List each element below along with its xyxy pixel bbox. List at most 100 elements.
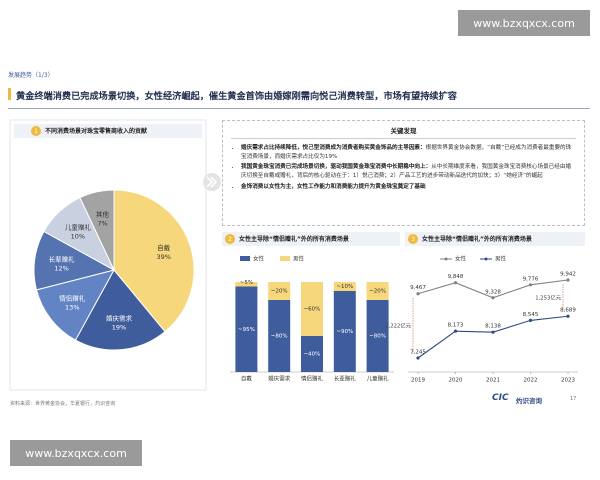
point-label: 9,848	[448, 274, 464, 280]
point	[528, 283, 533, 287]
point-label: 9,328	[485, 289, 501, 295]
panel-badge	[31, 126, 41, 136]
findings-list: 婚庆需求占比持续降低，悦己型消费成为消费者购买黄金饰品的主导因素：根据世界黄金协…	[235, 144, 576, 191]
bar-segment	[235, 286, 258, 372]
pie-slice	[113, 189, 195, 333]
point	[528, 318, 533, 323]
title-rule	[8, 108, 590, 109]
point	[453, 281, 458, 285]
slice-category: 儿童赠礼	[65, 223, 92, 232]
bar-value-label: ~10%	[336, 284, 353, 290]
slice-value-label: 19%	[112, 324, 126, 332]
slice-value-label: 39%	[156, 253, 170, 261]
slice-value-label: 10%	[71, 233, 85, 241]
point	[491, 330, 495, 334]
panel-title: 女性主导除“情侣赠礼”外的所有消费场景	[422, 235, 532, 243]
point	[491, 296, 495, 300]
bar-value-label: ~80%	[271, 334, 288, 340]
findings-box: 关键发现 婚庆需求占比持续降低，悦己型消费成为消费者购买黄金饰品的主导因素：根据…	[222, 120, 585, 226]
bar-value-label: ~80%	[369, 334, 386, 340]
panel-badge-number: 1	[34, 128, 38, 135]
watermark: www.bzxqxcx.com	[10, 440, 142, 466]
section-label: 发展趋势（1/3）	[8, 72, 54, 79]
panel-badge-number: 3	[411, 236, 415, 243]
point-label: 7,245	[410, 350, 426, 356]
series-line	[417, 315, 569, 359]
finding-text: 从中长期维度来看，我国黄金珠宝消费核心场景已经由婚庆切换至自戴或赠礼，背后的核心…	[241, 164, 572, 179]
findings-title: 关键发现	[390, 127, 417, 135]
chevron	[206, 176, 218, 188]
x-tick-label: 自戴	[241, 375, 253, 383]
source-note: 资料来源：世界黄金协会，华夏银行，灼识咨询	[10, 401, 116, 407]
x-tick-label: 情侣赠礼	[301, 375, 324, 383]
point-label: 8,689	[560, 308, 576, 314]
point-label: 9,467	[410, 285, 426, 291]
bar-value-label: ~5%	[240, 280, 253, 286]
page-number: 17	[570, 396, 577, 402]
slice-category: 情侣赠礼	[59, 293, 86, 302]
pie-slice	[74, 269, 166, 351]
bar-value-label: ~60%	[304, 307, 321, 313]
legend-label: 女性	[455, 255, 467, 263]
finding-item: 婚庆需求占比持续降低，悦己型消费成为消费者购买黄金饰品的主导因素：根据世界黄金协…	[241, 144, 576, 161]
slice-category: 其他	[96, 209, 110, 218]
bar-segment	[366, 282, 389, 300]
bar-value-label: ~90%	[336, 329, 353, 335]
finding-text: 根据世界黄金协会数据，“自戴”已经成为消费者最重要的珠宝消费场景，而婚庆需求占比…	[241, 145, 572, 160]
finding-item: 金饰消费以女性为主，女性工作能力和消费能力提升为黄金珠宝奠定了基础	[241, 183, 576, 192]
point-label: 8,173	[448, 323, 464, 329]
panel-badge	[225, 234, 235, 244]
panel-badge-number: 2	[228, 236, 232, 243]
legend-label: 男性	[495, 255, 507, 263]
bar-segment	[333, 282, 356, 291]
slide-title: 黄金终端消费已完成场景切换，女性经济崛起，催生黄金首饰由婚嫁刚需向悦己消费转型，…	[16, 91, 457, 102]
findings-rule	[231, 138, 576, 139]
panel-badge	[408, 234, 418, 244]
bar-header	[222, 232, 400, 246]
point-label: 8,545	[523, 312, 539, 318]
legend-label: 男性	[293, 255, 305, 263]
x-tick-label: 儿童赠礼	[367, 375, 390, 383]
x-tick-label: 2021	[486, 378, 500, 384]
line-header	[405, 232, 585, 246]
slice-category: 婚庆需求	[106, 314, 133, 323]
gap-annotation: 2,222亿元	[385, 321, 411, 329]
x-tick-label: 2022	[524, 378, 538, 384]
x-tick-label: 婚庆需求	[268, 375, 291, 383]
x-tick-label: 2020	[449, 378, 463, 384]
panel-title: 女性主导除“情侣赠礼”外的所有消费场景	[239, 235, 349, 243]
point	[416, 356, 420, 360]
logo-text: 灼识咨询	[516, 397, 542, 405]
logo: CIC	[492, 393, 509, 403]
x-tick-label: 2019	[411, 378, 425, 384]
finding-lead: 婚庆需求占比持续降低，悦己型消费成为消费者购买黄金饰品的主导因素：	[241, 145, 426, 151]
legend-marker	[484, 257, 488, 261]
pie-slice	[33, 230, 116, 291]
legend-swatch	[280, 256, 290, 261]
finding-item: 我国黄金珠宝消费已完成场景切换，驱动我国黄金珠宝消费中长期稳中向上：从中长期维度…	[241, 163, 576, 180]
pie-panel	[9, 119, 207, 391]
point	[453, 329, 458, 333]
bar-value-label: ~20%	[369, 289, 386, 295]
bar-segment	[366, 300, 389, 372]
title-accent	[8, 88, 11, 100]
point-label: 8,138	[485, 324, 501, 330]
legend-label: 女性	[253, 255, 265, 263]
slice-value-label: 7%	[97, 219, 107, 227]
x-tick-label: 长辈赠礼	[334, 375, 357, 383]
watermark: www.bzxqxcx.com	[458, 10, 590, 36]
bar-segment	[301, 282, 323, 336]
bar-value-label: ~40%	[304, 352, 321, 358]
pie-header	[14, 124, 202, 138]
pie-slice	[35, 269, 115, 341]
slice-value-label: 13%	[65, 303, 79, 311]
bar-segment	[235, 282, 258, 287]
gap-annotation: 1,253亿元	[535, 294, 561, 302]
panel-title: 不同消费场景对珠宝零售商收入的贡献	[45, 127, 147, 135]
legend-swatch	[240, 256, 250, 261]
pie-slice	[79, 189, 115, 271]
slice-category: 自戴	[157, 243, 171, 252]
bar-segment	[268, 282, 291, 300]
